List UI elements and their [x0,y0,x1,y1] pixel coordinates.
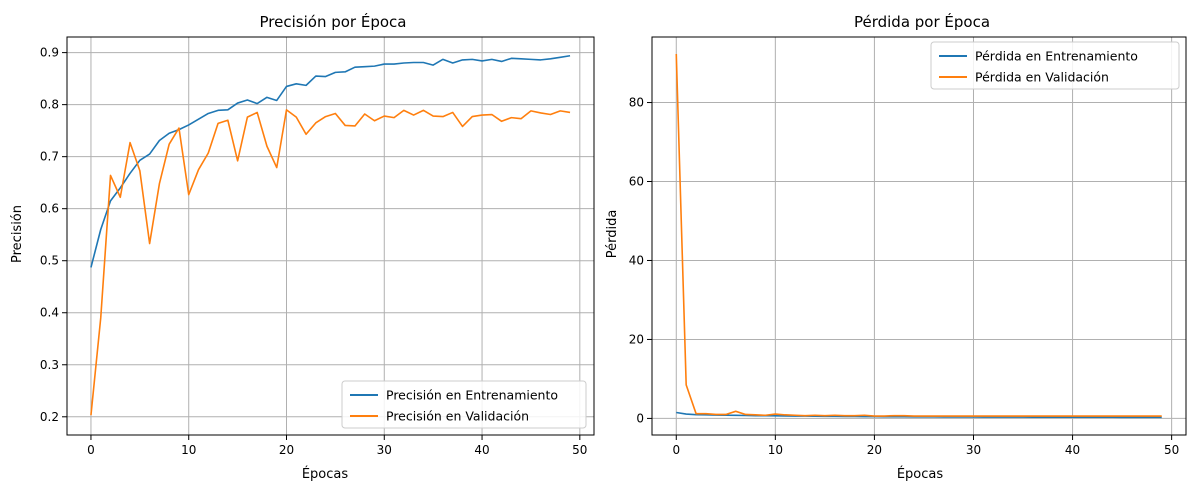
y-tick-label: 80 [629,96,644,110]
x-tick-label: 20 [279,443,294,457]
legend: Precisión en Entrenamiento Precisión en V… [341,380,587,429]
x-tick-label: 50 [572,443,587,457]
x-tick-label: 0 [87,443,95,457]
axis-ticks: 0 10 20 30 40 50 0.2 0.3 0.4 0.5 0.6 0.7 0.8 0.9 [40,46,588,457]
legend-box [930,41,1180,90]
legend-label: Precisión en Entrenamiento [386,388,558,403]
x-tick-label: 30 [377,443,392,457]
y-tick-label: 0.6 [40,202,59,216]
loss-chart: Pérdida por Época Épocas Pérdida 0 10 20 30… [605,12,1187,482]
series-line-validation [675,53,1162,417]
y-tick-label: 20 [629,332,644,346]
y-tick-label: 0.9 [40,46,59,60]
legend-label: Precisión en Validación [386,409,529,424]
legend-label: Pérdida en Validación [975,70,1109,85]
x-tick-label: 40 [1065,443,1080,457]
y-tick-label: 0.2 [40,410,59,424]
plot-frame [66,36,595,436]
plot-frame [651,36,1187,436]
y-tick-label: 0.3 [40,358,59,372]
grid-lines [652,37,1186,435]
legend-label: Pérdida en Entrenamiento [975,49,1138,64]
y-tick-label: 0.4 [40,306,59,320]
legend: Pérdida en Entrenamiento Pérdida en Valid… [930,41,1180,90]
y-tick-label: 0.5 [40,254,59,268]
x-tick-label: 50 [1164,443,1179,457]
y-tick-label: 0.8 [40,98,59,112]
y-tick-label: 0.7 [40,150,59,164]
axis-ticks: 0 10 20 30 40 50 0 20 40 60 80 [629,96,1180,457]
accuracy-chart: Precisión por Época Épocas Precisión 0 10… [10,12,595,482]
series-lines [675,53,1162,419]
x-tick-label: 10 [181,443,196,457]
x-tick-label: 40 [474,443,489,457]
y-tick-label: 0 [636,411,644,425]
grid-lines [67,37,594,435]
x-tick-label: 20 [867,443,882,457]
y-axis-label: Precisión [10,205,25,263]
legend-box [341,380,587,429]
series-lines [90,54,571,416]
chart-title: Pérdida por Época [854,12,990,31]
x-tick-label: 10 [768,443,783,457]
chart-title: Precisión por Época [260,12,407,31]
x-tick-label: 0 [672,443,680,457]
x-tick-label: 30 [966,443,981,457]
y-tick-label: 60 [629,175,644,189]
series-line-validation [90,109,571,416]
x-axis-label: Épocas [302,466,349,482]
y-tick-label: 40 [629,253,644,267]
series-line-train [90,54,571,268]
x-axis-label: Épocas [897,466,944,482]
y-axis-label: Pérdida [605,210,620,259]
